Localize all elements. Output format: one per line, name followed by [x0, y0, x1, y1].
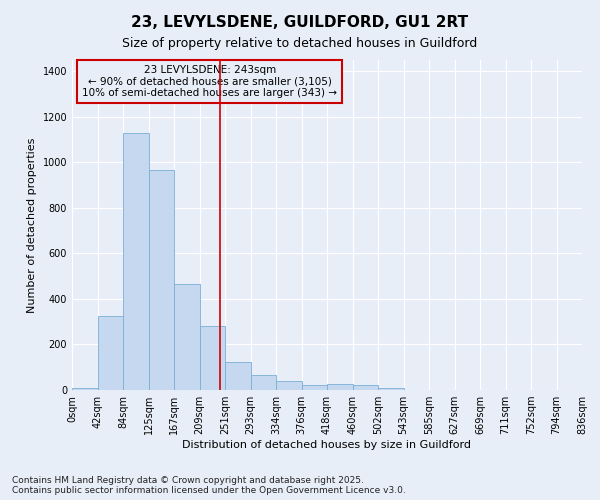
- Bar: [353, 386, 378, 390]
- Text: Size of property relative to detached houses in Guildford: Size of property relative to detached ho…: [122, 38, 478, 51]
- Text: 23 LEVYLSDENE: 243sqm
← 90% of detached houses are smaller (3,105)
10% of semi-d: 23 LEVYLSDENE: 243sqm ← 90% of detached …: [82, 65, 337, 98]
- Bar: [97, 316, 123, 390]
- X-axis label: Distribution of detached houses by size in Guildford: Distribution of detached houses by size …: [182, 440, 472, 450]
- Text: 23, LEVYLSDENE, GUILDFORD, GU1 2RT: 23, LEVYLSDENE, GUILDFORD, GU1 2RT: [131, 15, 469, 30]
- Bar: [327, 384, 353, 390]
- Bar: [199, 326, 225, 390]
- Bar: [174, 284, 199, 390]
- Text: Contains HM Land Registry data © Crown copyright and database right 2025.
Contai: Contains HM Land Registry data © Crown c…: [12, 476, 406, 495]
- Bar: [149, 170, 174, 390]
- Bar: [123, 133, 149, 390]
- Bar: [251, 374, 276, 390]
- Bar: [276, 381, 302, 390]
- Y-axis label: Number of detached properties: Number of detached properties: [27, 138, 37, 312]
- Bar: [302, 385, 327, 390]
- Bar: [72, 388, 97, 390]
- Bar: [378, 388, 404, 390]
- Bar: [225, 362, 251, 390]
